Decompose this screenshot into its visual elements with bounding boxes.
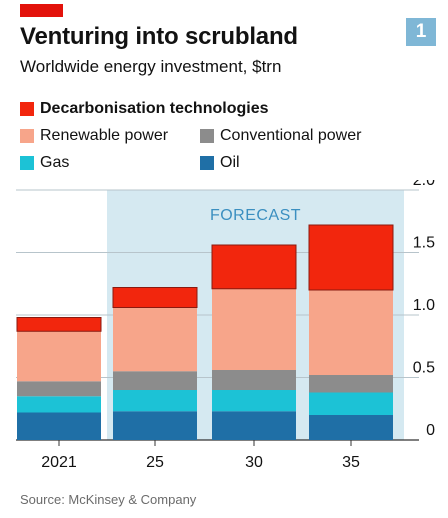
x-tick-label: 30 — [245, 454, 263, 471]
figure-number-badge: 1 — [406, 18, 436, 46]
source-note: Source: McKinsey & Company — [20, 492, 197, 507]
stacked-bar-chart: FORECAST 0 0.5 1.0 1.5 2.0 2021 25 30 35 — [16, 180, 435, 471]
legend-swatch-renewable — [20, 129, 34, 143]
bar-segment-decarbonisation-technologies — [308, 224, 394, 291]
bar-segment-renewable-power — [17, 331, 101, 382]
legend-item-renewable: Renewable power — [20, 127, 168, 145]
legend-label-conventional: Conventional power — [220, 127, 362, 144]
chart-title: Venturing into scrubland — [20, 23, 298, 50]
legend-item-gas: Gas — [20, 154, 69, 172]
chart-subtitle: Worldwide energy investment, $trn — [20, 57, 282, 76]
legend-swatch-gas — [20, 156, 34, 170]
legend-swatch-decarbonisation — [20, 102, 34, 116]
bar-segment-renewable-power — [212, 288, 296, 370]
bar-segment-oil — [17, 412, 101, 440]
legend-label-oil: Oil — [220, 154, 240, 171]
y-tick-label: 0.5 — [413, 360, 435, 377]
bar-segment-oil — [113, 411, 197, 440]
bar-segment-conventional-power — [212, 370, 296, 390]
bar-segment-gas — [17, 396, 101, 413]
x-tick-label: 25 — [146, 454, 164, 471]
bar-segment-oil — [212, 411, 296, 440]
legend-swatch-conventional — [200, 129, 214, 143]
bar-segment-conventional-power — [17, 381, 101, 397]
bar-segment-decarbonisation-technologies — [211, 244, 297, 290]
y-tick-label: 2.0 — [413, 180, 435, 189]
legend-label-gas: Gas — [40, 154, 70, 171]
bar-segment-conventional-power — [113, 371, 197, 390]
bar-segment-oil — [309, 415, 393, 440]
bar-segment-decarbonisation-technologies — [16, 317, 102, 332]
y-tick-label: 1.5 — [413, 235, 435, 252]
legend-label-decarbonisation: Decarbonisation technologies — [40, 100, 269, 117]
bar-segment-renewable-power — [309, 290, 393, 375]
bar-segment-renewable-power — [113, 307, 197, 372]
x-tick-label: 35 — [342, 454, 360, 471]
x-tick-label: 2021 — [41, 454, 77, 471]
bar-segment-conventional-power — [309, 375, 393, 393]
legend-label-renewable: Renewable power — [40, 127, 169, 144]
chart-card: Venturing into scrubland 1 Worldwide ene… — [4, 4, 444, 514]
legend-item-decarbonisation: Decarbonisation technologies — [20, 100, 268, 118]
y-tick-label: 0 — [426, 422, 435, 439]
bar-segment-gas — [113, 390, 197, 412]
bar-segment-gas — [309, 392, 393, 415]
bar-segment-decarbonisation-technologies — [112, 287, 198, 308]
legend-item-conventional: Conventional power — [200, 127, 361, 145]
legend-swatch-oil — [200, 156, 214, 170]
legend-item-oil: Oil — [200, 154, 240, 172]
forecast-label: FORECAST — [210, 207, 301, 224]
brand-tag — [20, 4, 63, 17]
bar-segment-gas — [212, 390, 296, 412]
y-tick-label: 1.0 — [413, 297, 435, 314]
